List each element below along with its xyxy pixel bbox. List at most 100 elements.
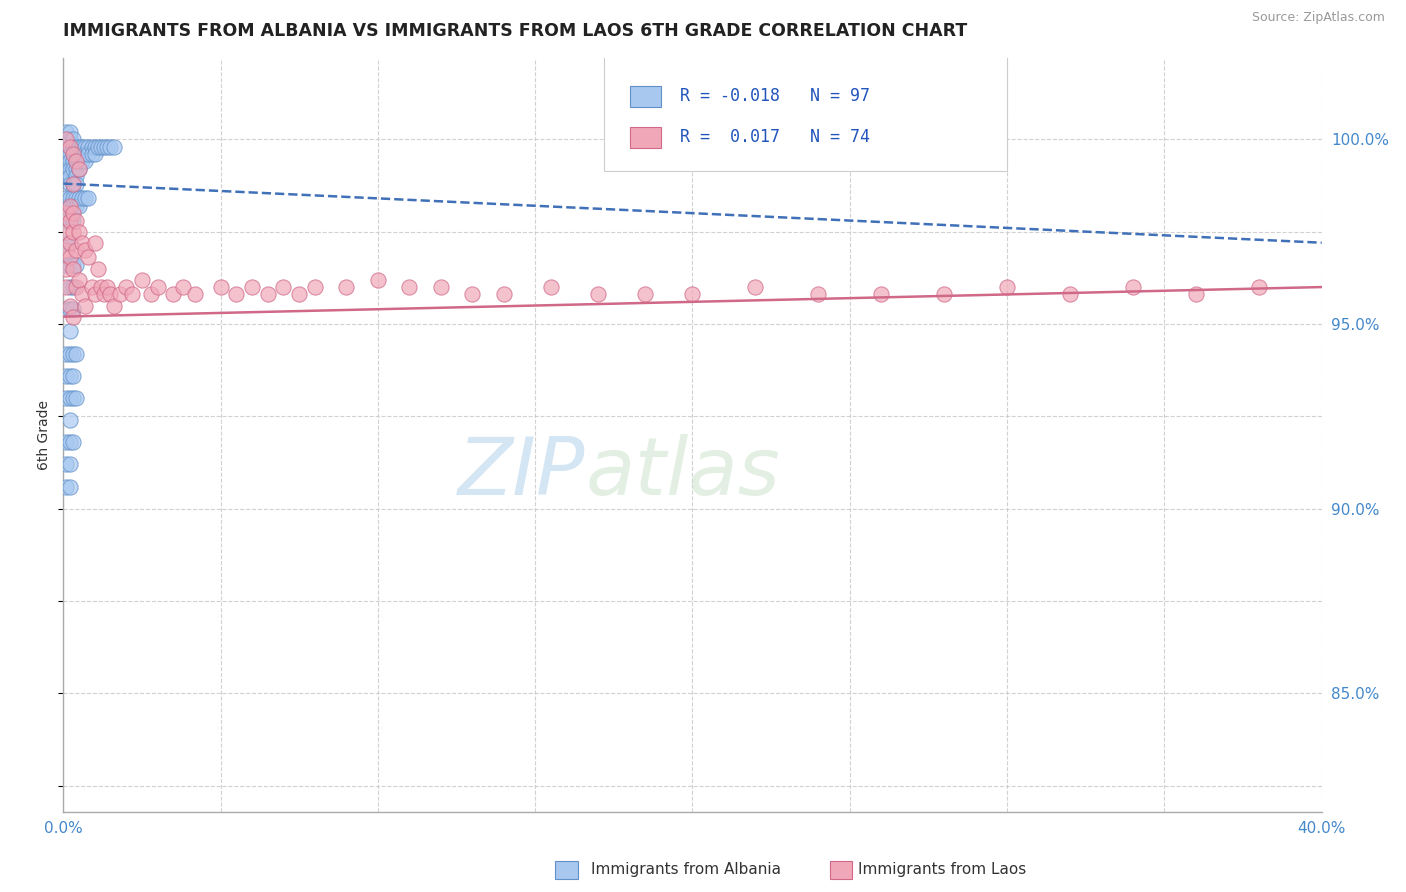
Point [55, 243, 77, 257]
Point [80, 139, 103, 153]
Point [58, 235, 80, 250]
Point [62, 139, 84, 153]
Text: Immigrants from Albania: Immigrants from Albania [591, 863, 780, 877]
Point [70, 154, 93, 169]
Point [70, 191, 93, 205]
Point [58, 435, 80, 450]
Point [995, 280, 1018, 294]
Point [75, 191, 97, 205]
Point [273, 280, 295, 294]
Point [108, 287, 131, 301]
Point [492, 287, 515, 301]
Point [80, 280, 103, 294]
Point [58, 199, 80, 213]
Point [184, 287, 207, 301]
Bar [630, 86, 661, 107]
Point [115, 280, 138, 294]
Point [62, 213, 84, 227]
Point [67, 273, 90, 287]
Point [209, 280, 232, 294]
Point [335, 280, 357, 294]
Point [55, 302, 77, 317]
Point [58, 258, 80, 272]
Point [58, 213, 80, 227]
Point [225, 287, 247, 301]
Point [75, 154, 97, 169]
Point [67, 161, 90, 176]
Point [77, 147, 100, 161]
Point [240, 280, 263, 294]
Point [55, 213, 77, 227]
Point [58, 199, 80, 213]
Bar [630, 128, 661, 148]
Point [67, 147, 90, 161]
Point [55, 125, 77, 139]
Point [67, 199, 90, 213]
Point [62, 261, 84, 276]
Point [55, 280, 77, 294]
Point [58, 391, 80, 405]
Point [75, 139, 97, 153]
Point [141, 287, 163, 301]
Point [58, 235, 80, 250]
Point [62, 435, 84, 450]
Point [65, 139, 87, 153]
Point [55, 132, 77, 146]
Point [65, 258, 87, 272]
Point [586, 287, 609, 301]
Point [58, 177, 80, 191]
Point [55, 147, 77, 161]
Point [58, 154, 80, 169]
Point [55, 435, 77, 450]
Point [93, 287, 115, 301]
Point [103, 139, 125, 153]
Point [83, 147, 105, 161]
Point [62, 280, 84, 294]
Point [62, 147, 84, 161]
Point [65, 154, 87, 169]
Point [55, 346, 77, 360]
Point [67, 191, 90, 205]
Point [65, 280, 87, 294]
Point [65, 161, 87, 176]
Point [55, 258, 77, 272]
Point [58, 479, 80, 493]
Point [52, 139, 75, 153]
Point [55, 191, 77, 205]
Point [67, 154, 90, 169]
Point [83, 287, 105, 301]
Point [62, 177, 84, 191]
Point [65, 391, 87, 405]
Point [1185, 287, 1208, 301]
Point [55, 261, 77, 276]
Point [93, 139, 115, 153]
Point [58, 169, 80, 184]
Text: atlas: atlas [585, 434, 780, 511]
Point [65, 243, 87, 257]
Point [55, 199, 77, 213]
Point [870, 287, 893, 301]
Point [77, 139, 100, 153]
Point [55, 368, 77, 383]
Point [62, 184, 84, 198]
Point [58, 368, 80, 383]
Point [55, 458, 77, 472]
Point [75, 243, 97, 257]
Point [62, 191, 84, 205]
Point [744, 280, 766, 294]
Point [634, 287, 657, 301]
FancyBboxPatch shape [605, 51, 1007, 171]
Point [62, 302, 84, 317]
Point [70, 139, 93, 153]
Point [65, 346, 87, 360]
Point [62, 225, 84, 239]
Point [62, 147, 84, 161]
Point [62, 177, 84, 191]
Point [62, 258, 84, 272]
Point [934, 287, 956, 301]
Point [540, 280, 562, 294]
Point [55, 154, 77, 169]
Point [58, 346, 80, 360]
Point [67, 161, 90, 176]
Point [67, 225, 90, 239]
